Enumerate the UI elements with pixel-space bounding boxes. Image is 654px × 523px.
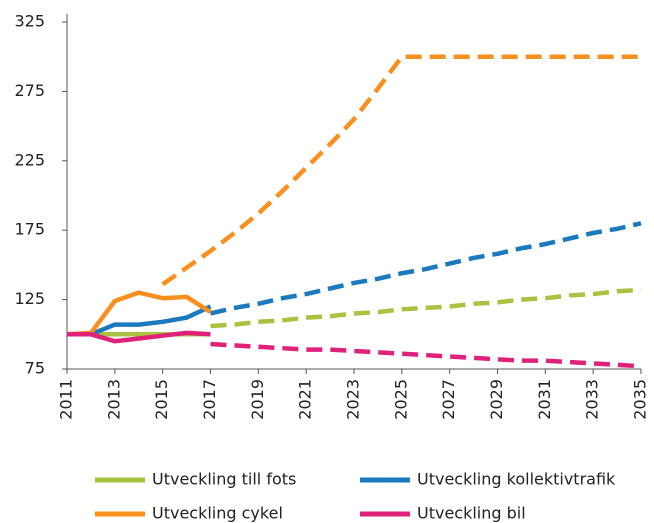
forecast-line — [161, 54, 641, 287]
series-line — [67, 330, 211, 344]
forecast-line — [210, 341, 642, 369]
legend-label: Utveckling till fots — [152, 470, 296, 489]
x-tick-label: 2027 — [439, 379, 458, 420]
y-tick-label: 75 — [25, 359, 45, 378]
forecast-line — [210, 287, 642, 329]
y-tick-label: 175 — [14, 220, 45, 239]
x-tick-label: 2013 — [104, 379, 123, 420]
x-tick-label: 2021 — [296, 379, 315, 420]
x-tick-label: 2025 — [391, 379, 410, 420]
x-tick-label: 2017 — [200, 379, 219, 420]
y-tick-label: 275 — [14, 81, 45, 100]
series-line — [67, 304, 212, 337]
y-tick-label: 225 — [14, 150, 45, 169]
x-tick-label: 2035 — [631, 379, 650, 420]
x-tick-label: 2011 — [57, 379, 76, 420]
x-tick-label: 2015 — [152, 379, 171, 420]
x-tick-label: 2029 — [487, 379, 506, 420]
x-tick-label: 2033 — [583, 379, 602, 420]
x-tick-label: 2019 — [248, 379, 267, 420]
legend-label: Utveckling cykel — [152, 504, 283, 523]
legend-label: Utveckling bil — [417, 504, 526, 523]
series-line — [66, 290, 212, 337]
y-tick-label: 125 — [14, 289, 45, 308]
x-tick-label: 2023 — [344, 379, 363, 420]
x-tick-label: 2031 — [535, 379, 554, 420]
y-tick-label: 325 — [14, 12, 45, 31]
legend-label: Utveckling kollektivtrafik — [417, 470, 616, 489]
forecast-line — [209, 221, 642, 316]
